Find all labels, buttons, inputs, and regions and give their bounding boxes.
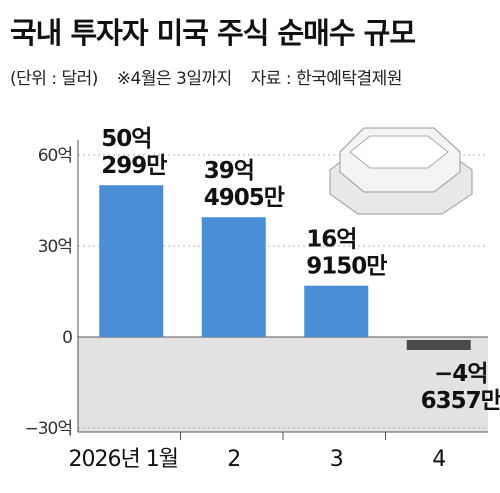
data-label: 9150만 <box>306 254 387 280</box>
stand-face <box>349 135 449 169</box>
data-label: 6357만 <box>421 388 500 414</box>
data-label: 299만 <box>101 153 167 179</box>
data-label: 39억 <box>204 158 254 184</box>
y-tick-label: −30억 <box>24 419 72 439</box>
x-tick-label: 2026년 1월 <box>69 447 178 472</box>
source-note: 자료 : 한국예탁결제원 <box>250 69 403 89</box>
bar <box>406 340 471 350</box>
x-tick-label: 4 <box>432 447 445 472</box>
negative-region <box>78 337 488 432</box>
bar <box>201 217 266 337</box>
x-tick-label: 2 <box>227 447 240 472</box>
unit-note: (단위 : 달러) <box>10 69 98 89</box>
chart-notes: (단위 : 달러) ※4월은 3일까지 자료 : 한국예탁결제원 <box>10 64 416 89</box>
y-tick-label: 30억 <box>38 237 72 257</box>
period-note: ※4월은 3일까지 <box>116 69 232 89</box>
bars <box>99 185 471 350</box>
x-tick-label: 3 <box>330 447 343 472</box>
data-label: 50억 <box>101 126 151 152</box>
bar <box>304 285 369 337</box>
bar <box>99 185 164 337</box>
data-label: 16억 <box>306 227 356 253</box>
chart-title: 국내 투자자 미국 주식 순매수 규모 <box>10 16 416 50</box>
y-tick-label: 0 <box>62 328 72 348</box>
data-label: −4억 <box>434 361 487 387</box>
y-tick-label: 60억 <box>38 146 72 166</box>
data-label: 4905만 <box>204 185 285 211</box>
illustration-stand <box>329 127 473 215</box>
